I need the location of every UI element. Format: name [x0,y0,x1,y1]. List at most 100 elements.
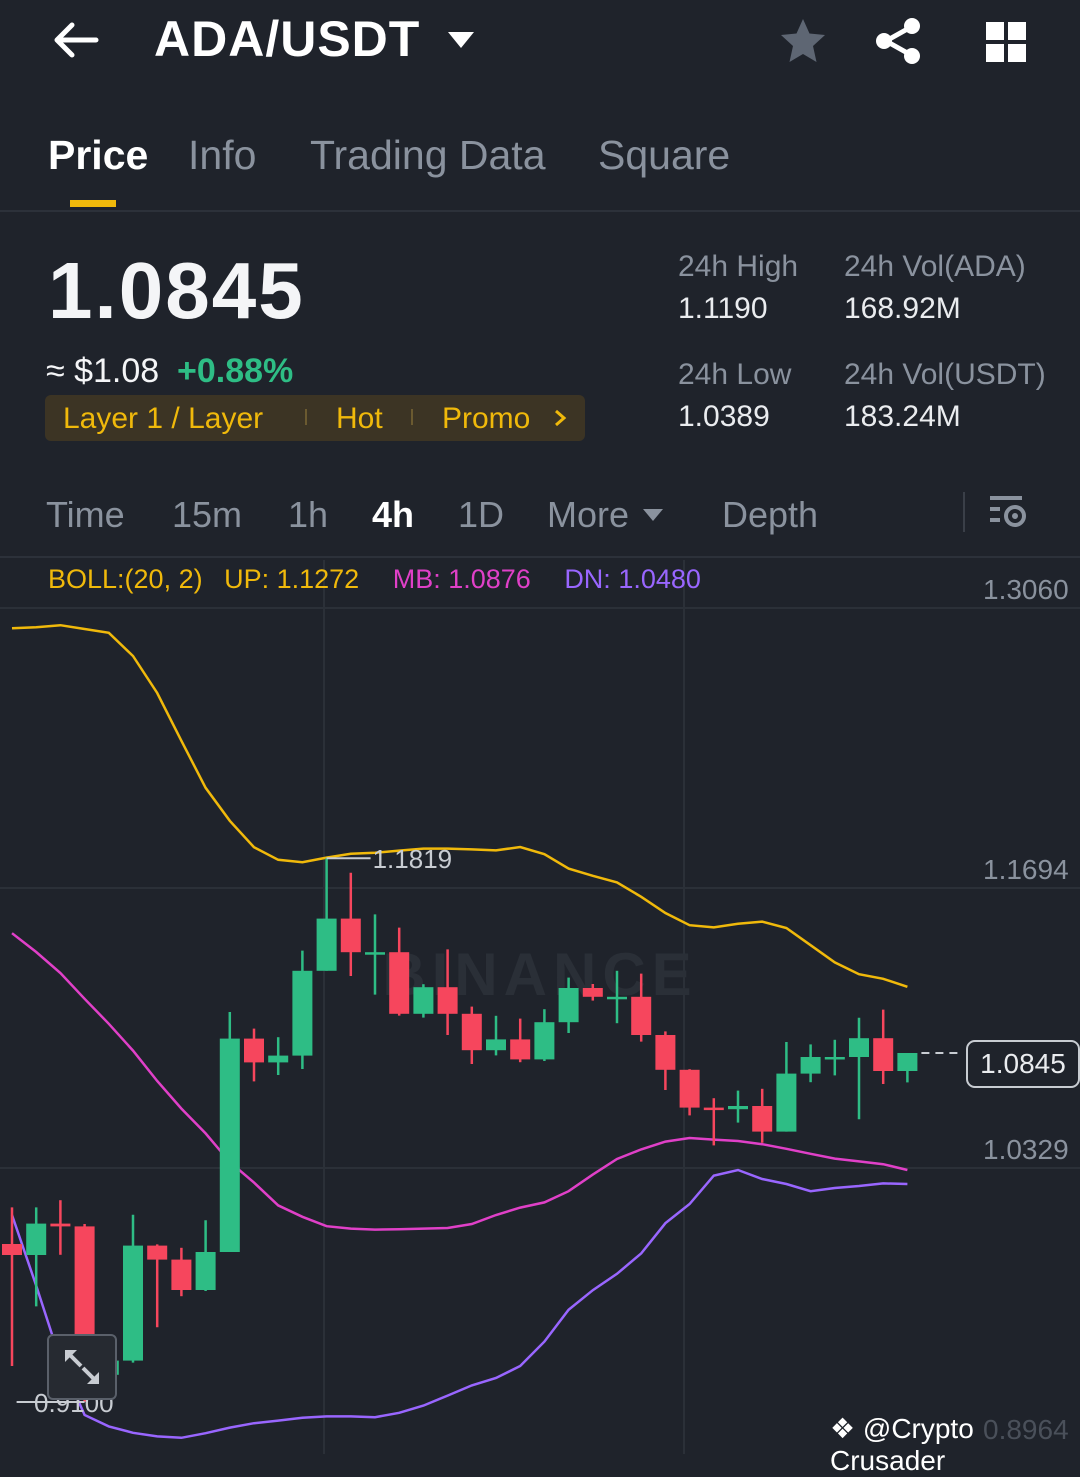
star-icon[interactable] [778,16,828,66]
stat-high-label: 24h High [678,250,799,283]
tag-hot[interactable]: Hot [336,402,383,435]
candles [2,858,918,1402]
timeframe-bar: Time 15m 1h 4h 1D More Depth [0,478,1080,558]
y-axis-label-top: 1.3060 [983,574,1069,605]
candle-down [703,1107,724,1111]
tag-promo[interactable]: Promo [442,402,531,435]
stat-vol-ada-label: 24h Vol(ADA) [844,250,1026,283]
candle-down [873,1038,894,1071]
boll-mb: MB: 1.0876 [392,564,531,594]
candle-down [631,996,652,1035]
last-price: 1.0845 [48,246,305,335]
candle-down [461,1013,482,1051]
tab-square[interactable]: Square [598,132,731,178]
candle-up [728,1106,748,1110]
chart-settings-icon[interactable] [988,492,1028,532]
more-caret-icon[interactable] [642,508,664,522]
pair-title[interactable]: ADA/USDT [154,11,421,67]
candle-up [897,1053,918,1071]
tf-1h[interactable]: 1h [288,494,329,535]
candle-up [268,1055,289,1063]
tf-depth[interactable]: Depth [722,494,819,535]
y-axis-label-mid: 1.1694 [983,854,1069,885]
binance-logo-icon: ❖ [830,1413,856,1444]
candle-up [219,1038,240,1252]
dropdown-caret-icon[interactable] [446,30,476,50]
candle-down [437,987,458,1014]
candle-down [244,1038,264,1063]
stat-vol-ada-value: 168.92M [844,292,961,325]
candle-up [365,952,385,955]
y-axis-label-low: 1.0329 [983,1134,1069,1165]
tf-15m[interactable]: 15m [172,494,243,535]
top-bar: ADA/USDT [0,0,1080,90]
stat-low-value: 1.0389 [678,400,770,433]
tab-info[interactable]: Info [188,132,257,178]
stat-vol-usdt-value: 183.24M [844,400,961,433]
boll-middle-line [11,932,908,1231]
candle-up [849,1038,869,1057]
boll-dn: DN: 1.0480 [564,564,701,594]
candle-down [389,952,410,1014]
tag-layer[interactable]: Layer 1 / Layer [63,402,264,435]
candle-up [534,1022,555,1060]
boll-legend: BOLL:(20, 2) UP: 1.1272 MB: 1.0876 DN: 1… [48,564,701,595]
tf-more[interactable]: More [547,494,630,535]
expand-button[interactable] [47,1334,117,1400]
y-axis-label-bottom: 0.8964 [983,1414,1069,1445]
boll-upper-line [11,623,908,988]
tag-divider [305,409,307,425]
share-icon[interactable] [874,16,924,66]
candle-up [558,988,579,1023]
stat-low-label: 24h Low [678,358,792,391]
high-marker-label: 1.1819 [373,844,453,874]
candle-down [752,1106,773,1132]
candle-up [195,1252,216,1290]
toolbar-divider [963,492,965,532]
tab-price[interactable]: Price [48,132,149,178]
candle-down [510,1039,531,1060]
stat-vol-usdt-label: 24h Vol(USDT) [844,358,1046,391]
boll-lower-line [10,1168,908,1440]
candle-down [655,1035,676,1070]
candle-up [292,970,313,1056]
grid-icon[interactable] [984,20,1028,64]
chevron-right-icon [555,409,567,427]
candle-down [171,1259,192,1290]
price-change: +0.88% [177,352,294,390]
candle-down [340,918,361,953]
current-price-label[interactable]: 1.0845 [966,1040,1080,1088]
candle-down [147,1245,168,1260]
candle-up [824,1057,845,1060]
active-tab-indicator [70,200,116,207]
boll-up: UP: 1.1272 [224,564,360,594]
candle-down [679,1069,700,1108]
boll-name: BOLL:(20, 2) [48,564,203,594]
candle-up [486,1039,506,1051]
candle-up [776,1073,797,1132]
tag-divider [411,409,413,425]
candle-up [800,1057,821,1074]
main-tabs: Price Info Trading Data Square [0,118,1080,212]
candle-up [413,987,434,1014]
tab-trading-data[interactable]: Trading Data [310,132,546,178]
candle-down [582,988,603,997]
author-watermark: ❖ @Crypto Crusader [830,1412,1080,1477]
candle-up [316,918,337,971]
tf-time[interactable]: Time [46,494,125,535]
candle-down [50,1223,71,1227]
tf-4h[interactable]: 4h [372,494,415,535]
candle-up [607,996,627,1000]
tf-1d[interactable]: 1D [458,494,505,535]
approx-usd: ≈ $1.08 [46,352,160,390]
bollinger-bands [10,623,908,1440]
candle-up [123,1245,143,1361]
expand-icon [65,1350,99,1384]
stat-high-value: 1.1190 [678,292,768,325]
candle-up [26,1223,47,1255]
candle-down [2,1244,22,1255]
back-arrow-icon[interactable] [50,20,100,60]
tag-bar[interactable]: Layer 1 / Layer Hot Promo [45,395,585,441]
